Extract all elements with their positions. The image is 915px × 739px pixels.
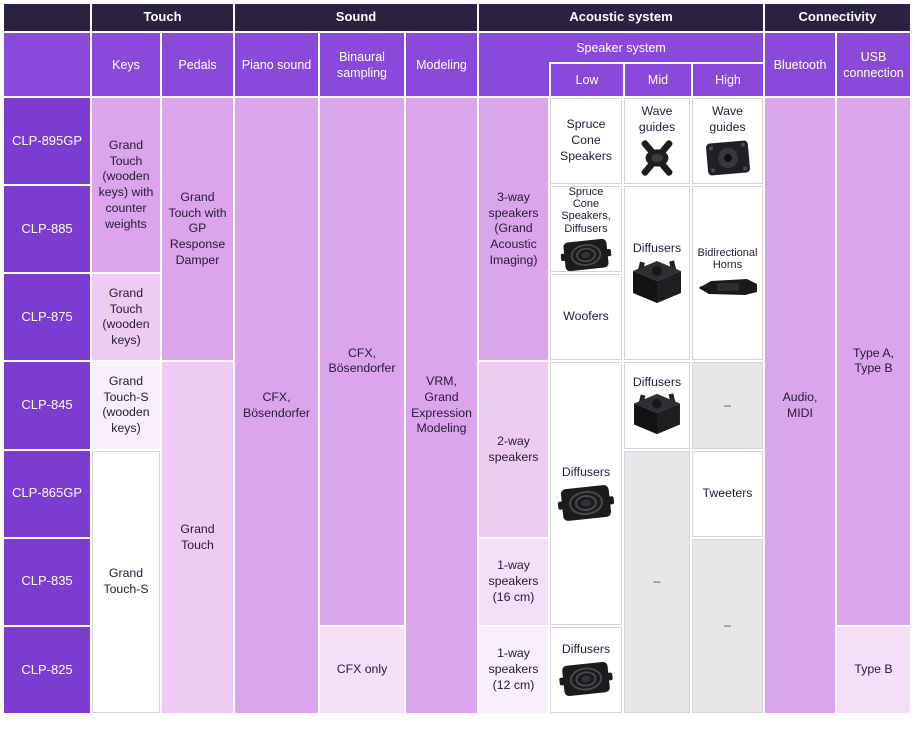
cell-high-895gp-label: Wave guides [709, 104, 746, 135]
cell-low-825-label: Diffusers [561, 642, 611, 657]
header-pedals: Pedals [162, 33, 233, 96]
wave-guide-cross-icon [641, 140, 673, 176]
header-usb-connection: USB connection [837, 33, 910, 96]
header-group-acoustic-system: Acoustic system [479, 4, 763, 31]
piano-comparison-table: Touch Sound Acoustic system Connectivity… [4, 4, 910, 713]
cell-binaural-top: CFX, Bösendorfer [320, 98, 404, 625]
header-modeling: Modeling [406, 33, 477, 96]
cell-high-885-875-label: Bidirectional Horns [697, 246, 758, 272]
row-label-clp-845: CLP-845 [4, 362, 90, 449]
header-speaker-system: Speaker system [576, 40, 666, 55]
cell-high-885-875: Bidirectional Horns [692, 186, 763, 361]
cell-binaural-825: CFX only [320, 626, 404, 713]
header-group-touch: Touch [92, 4, 233, 31]
header-speaker-type-spacer [479, 62, 549, 96]
cell-low-845-label: Diffusers [561, 464, 611, 479]
header-high: High [691, 62, 763, 96]
header-low-mid-high-row: Low Mid High [479, 62, 763, 96]
row-label-clp-865gp: CLP-865GP [4, 450, 90, 537]
diffuser-flat-icon [559, 661, 613, 696]
diffuser-flat-icon [557, 484, 615, 521]
row-label-clp-885: CLP-885 [4, 186, 90, 273]
cell-mid-895gp: Wave guides [624, 98, 690, 185]
cell-usb-825: Type B [837, 626, 910, 713]
row-label-clp-875: CLP-875 [4, 274, 90, 361]
cell-speakers-2way: 2-way speakers [479, 362, 548, 537]
header-binaural-sampling: Binaural sampling [320, 33, 404, 96]
wave-guide-plate-icon [705, 140, 750, 176]
cell-mid-845: Diffusers [624, 362, 690, 449]
cell-mid-885-875-label: Diffusers [632, 241, 682, 256]
header-bluetooth: Bluetooth [765, 33, 835, 96]
cell-low-845-865gp-835: Diffusers [550, 362, 622, 625]
cell-speakers-1way-16cm: 1-way speakers (16 cm) [479, 538, 548, 625]
cell-speakers-3way: 3-way speakers (Grand Acoustic Imaging) [479, 98, 548, 361]
cell-usb-top: Type A, Type B [837, 98, 910, 625]
row-label-clp-835: CLP-835 [4, 538, 90, 625]
cell-bluetooth-all: Audio, MIDI [765, 98, 835, 713]
cell-low-825: Diffusers [550, 626, 622, 713]
header-corner-dark [4, 4, 90, 31]
cell-high-835-825-na: – [692, 538, 763, 713]
cell-pedals-bottom: Grand Touch [162, 362, 233, 713]
cell-low-885-label: Spruce Cone Speakers, Diffusers [561, 186, 611, 235]
cell-mid-865gp-835-825-na: – [624, 450, 690, 713]
diffuser-flat-icon [560, 238, 612, 271]
diffuser-cube-icon [633, 260, 681, 304]
row-label-clp-825: CLP-825 [4, 626, 90, 713]
cell-mid-895gp-label: Wave guides [638, 104, 676, 135]
row-label-clp-895gp: CLP-895GP [4, 98, 90, 185]
cell-keys-895gp-885: Grand Touch (wooden keys) with counter w… [92, 98, 160, 273]
cell-pedals-top: Grand Touch with GP Response Damper [162, 98, 233, 361]
header-keys: Keys [92, 33, 160, 96]
cell-low-885: Spruce Cone Speakers, Diffusers [550, 186, 622, 273]
cell-modeling-all: VRM, Grand Expression Modeling [406, 98, 477, 713]
header-mid: Mid [623, 62, 691, 96]
header-piano-sound: Piano sound [235, 33, 318, 96]
bidirectional-horn-icon [698, 278, 757, 295]
cell-mid-845-label: Diffusers [632, 374, 682, 389]
header-group-connectivity: Connectivity [765, 4, 910, 31]
cell-low-875: Woofers [550, 274, 622, 361]
cell-piano-sound-all: CFX, Bösendorfer [235, 98, 318, 713]
header-corner-purple [4, 33, 90, 96]
cell-keys-865gp-835-825: Grand Touch-S [92, 450, 160, 713]
cell-keys-845: Grand Touch-S (wooden keys) [92, 362, 160, 449]
header-group-sound: Sound [235, 4, 477, 31]
cell-keys-875: Grand Touch (wooden keys) [92, 274, 160, 361]
cell-mid-885-875: Diffusers [624, 186, 690, 361]
header-low: Low [549, 62, 623, 96]
header-speaker-system-group: Speaker system Low Mid High [479, 33, 763, 96]
cell-high-895gp: Wave guides [692, 98, 763, 185]
cell-low-895gp: Spruce Cone Speakers [550, 98, 622, 185]
cell-speakers-1way-12cm: 1-way speakers (12 cm) [479, 626, 548, 713]
cell-high-865gp: Tweeters [692, 450, 763, 537]
diffuser-cube-icon [634, 393, 680, 435]
cell-high-845-na: – [692, 362, 763, 449]
